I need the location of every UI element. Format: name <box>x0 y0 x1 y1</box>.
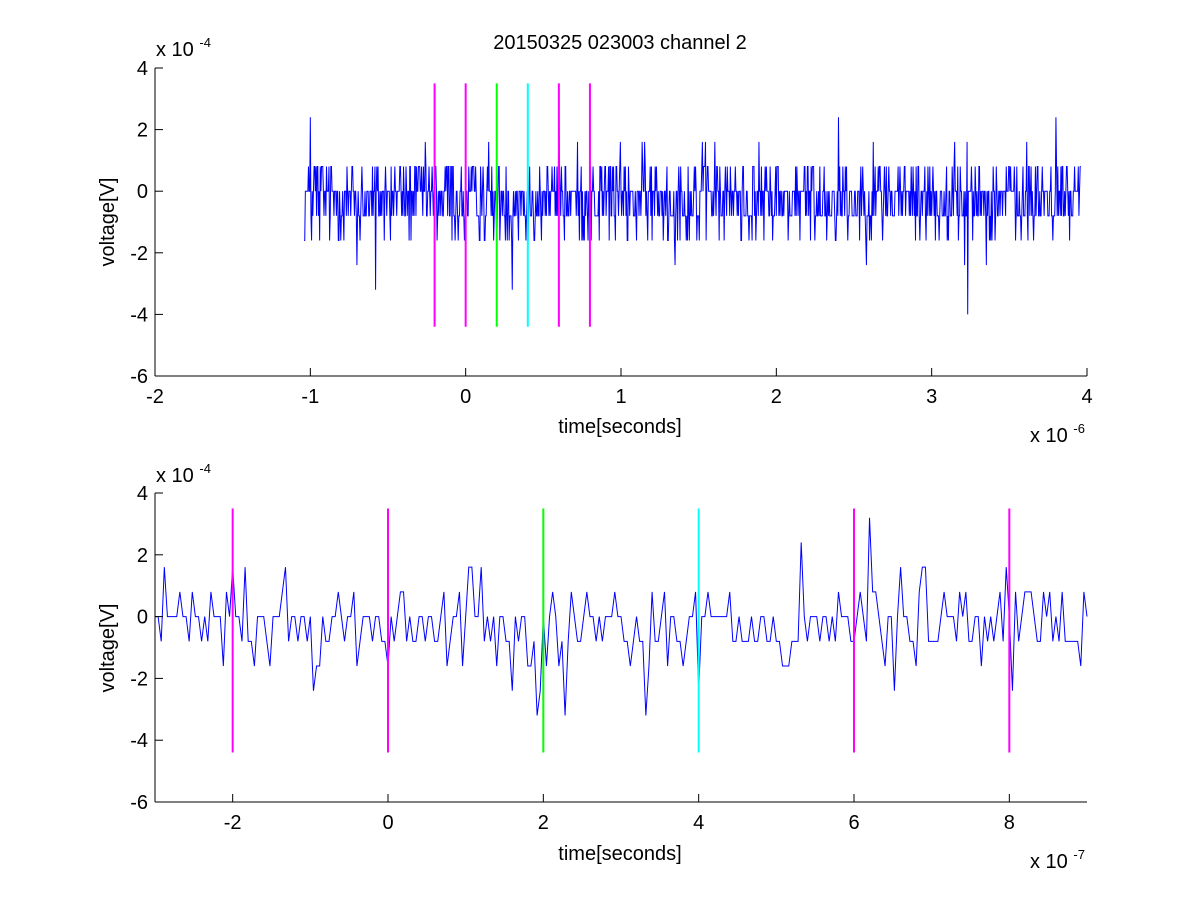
bottom-y-exponent: -4 <box>199 461 211 476</box>
top-signal-line <box>304 92 1081 315</box>
top-y-tick-label: -6 <box>130 366 148 388</box>
bottom-signal-line <box>155 517 1088 716</box>
bottom-x-tick-label: -2 <box>224 812 242 834</box>
top-y-tick-label: 2 <box>137 120 148 142</box>
bottom-y-tick-label: -6 <box>130 792 148 814</box>
bottom-x-tick-label: 0 <box>382 812 393 834</box>
top-x-ticks: -2 -1 0 1 2 3 4 <box>146 368 1093 408</box>
top-y-ticks: -6 -4 -2 0 2 4 <box>130 58 163 388</box>
bottom-axes <box>154 493 1087 803</box>
bottom-x-tick-label: 4 <box>693 812 704 834</box>
bottom-y-tick-label: -2 <box>130 668 148 690</box>
bottom-plot-area <box>155 493 1087 802</box>
bottom-y-multiplier: x 10 <box>156 465 194 487</box>
bottom-panel: -2 0 2 4 6 8 -6 -4 -2 0 2 4 time[seconds] voltage[… <box>97 461 1088 873</box>
top-x-tick-label: 1 <box>615 386 626 408</box>
top-signal-group <box>304 92 1081 315</box>
top-y-exponent: -4 <box>199 35 211 50</box>
top-x-axis-label: time[seconds] <box>558 416 681 438</box>
chart-title: 20150325 023003 channel 2 <box>493 32 747 54</box>
bottom-x-tick-label: 6 <box>848 812 859 834</box>
bottom-x-tick-label: 8 <box>1004 812 1015 834</box>
top-x-tick-label: -1 <box>301 386 319 408</box>
top-x-tick-label: 2 <box>771 386 782 408</box>
bottom-y-tick-label: 4 <box>137 483 148 505</box>
bottom-marker-group <box>231 508 1011 753</box>
top-x-tick-label: 4 <box>1081 386 1092 408</box>
bottom-x-exponent: -7 <box>1073 847 1085 862</box>
top-x-multiplier: x 10 <box>1030 425 1068 447</box>
bottom-x-ticks: -2 0 2 4 6 8 <box>224 794 1015 834</box>
top-panel: 20150325 023003 channel 2 -2 -1 0 1 2 3 4 -6 -4… <box>97 32 1093 447</box>
top-x-exponent: -6 <box>1073 421 1085 436</box>
bottom-x-axis-label: time[seconds] <box>558 843 681 865</box>
top-x-tick-label: -2 <box>146 386 164 408</box>
bottom-y-tick-label: -4 <box>130 730 148 752</box>
bottom-signal-group <box>155 517 1088 716</box>
bottom-x-tick-label: 2 <box>538 812 549 834</box>
top-marker-group <box>433 83 591 327</box>
bottom-y-tick-label: 0 <box>137 607 148 629</box>
top-x-exponent-label: x 10 -6 <box>1030 421 1085 447</box>
bottom-y-axis-label: voltage[V] <box>97 604 119 693</box>
bottom-x-exponent-label: x 10 -7 <box>1030 847 1085 873</box>
bottom-x-multiplier: x 10 <box>1030 851 1068 873</box>
top-x-tick-label: 0 <box>460 386 471 408</box>
bottom-y-ticks: -6 -4 -2 0 2 4 <box>130 483 163 814</box>
top-y-tick-label: -4 <box>130 304 148 326</box>
top-x-tick-label: 3 <box>926 386 937 408</box>
top-y-tick-label: 4 <box>137 58 148 80</box>
bottom-y-exponent-label: x 10 -4 <box>156 461 211 487</box>
bottom-y-tick-label: 2 <box>137 545 148 567</box>
top-y-tick-label: -2 <box>130 243 148 265</box>
top-y-multiplier: x 10 <box>156 39 194 61</box>
top-y-axis-label: voltage[V] <box>97 178 119 267</box>
top-y-tick-label: 0 <box>137 181 148 203</box>
top-y-exponent-label: x 10 -4 <box>156 35 211 61</box>
